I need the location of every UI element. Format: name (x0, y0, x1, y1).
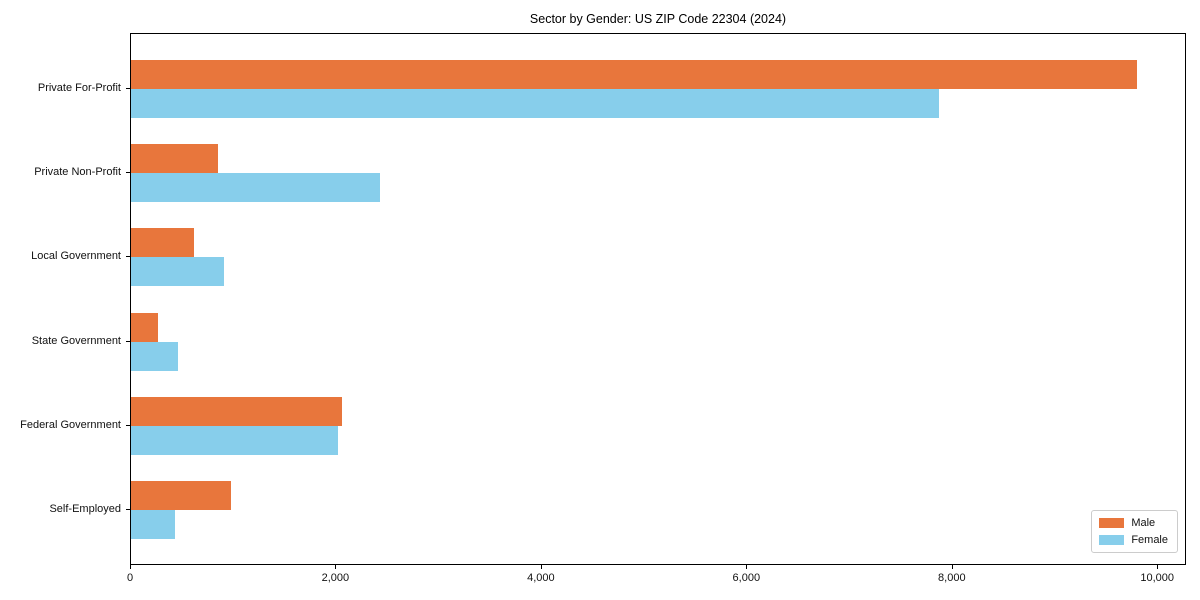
y-tick-label-local-government: Local Government (31, 250, 121, 263)
legend: Male Female (1091, 510, 1178, 553)
x-tick-label-10-000: 10,000 (1140, 572, 1175, 584)
plot-area: Male Female (130, 33, 1186, 565)
x-tick-mark (130, 565, 131, 569)
y-tick-label-federal-government: Federal Government (20, 418, 121, 431)
bar-male-self-employed (131, 481, 232, 510)
legend-swatch-male (1099, 518, 1125, 528)
bar-male-federal-government (131, 396, 342, 426)
y-tick-mark (126, 88, 130, 89)
y-tick-mark (126, 172, 130, 174)
y-tick-mark (126, 256, 130, 258)
x-tick-mark (335, 565, 337, 569)
y-tick-mark (126, 509, 130, 510)
bar-female-private-for-profit (131, 89, 940, 118)
bar-male-local-government (131, 228, 195, 258)
legend-entry-male: Male (1099, 517, 1168, 529)
y-tick-label-state-government: State Government (31, 334, 121, 347)
bar-female-local-government (131, 257, 224, 287)
y-tick-mark (126, 424, 130, 426)
x-tick-label-6-000: 6,000 (732, 572, 761, 584)
x-tick-label-2-000: 2,000 (321, 572, 350, 584)
bar-male-state-government (131, 312, 159, 342)
x-tick-mark (540, 565, 542, 569)
x-tick-label-0: 0 (126, 572, 134, 584)
y-tick-label-private-for-profit: Private For-Profit (37, 82, 121, 94)
legend-label-female: Female (1131, 534, 1168, 546)
bar-male-private-non-profit (131, 144, 219, 174)
x-tick-mark (746, 565, 748, 569)
x-tick-mark (951, 565, 953, 569)
bar-male-private-for-profit (131, 60, 1137, 89)
chart-title: Sector by Gender: US ZIP Code 22304 (202… (529, 12, 787, 26)
x-tick-mark (1157, 565, 1159, 569)
bar-female-federal-government (131, 425, 338, 455)
x-tick-label-4-000: 4,000 (527, 572, 555, 584)
x-tick-label-8-000: 8,000 (938, 572, 966, 584)
legend-swatch-female (1099, 535, 1125, 545)
bar-female-state-government (131, 341, 179, 371)
y-tick-mark (126, 340, 130, 342)
bar-female-private-non-profit (131, 173, 380, 203)
legend-entry-female: Female (1099, 534, 1168, 546)
y-tick-label-private-non-profit: Private Non-Profit (34, 166, 121, 179)
y-tick-label-self-employed: Self-Employed (49, 503, 121, 515)
bar-female-self-employed (131, 510, 176, 539)
legend-label-male: Male (1131, 517, 1156, 529)
